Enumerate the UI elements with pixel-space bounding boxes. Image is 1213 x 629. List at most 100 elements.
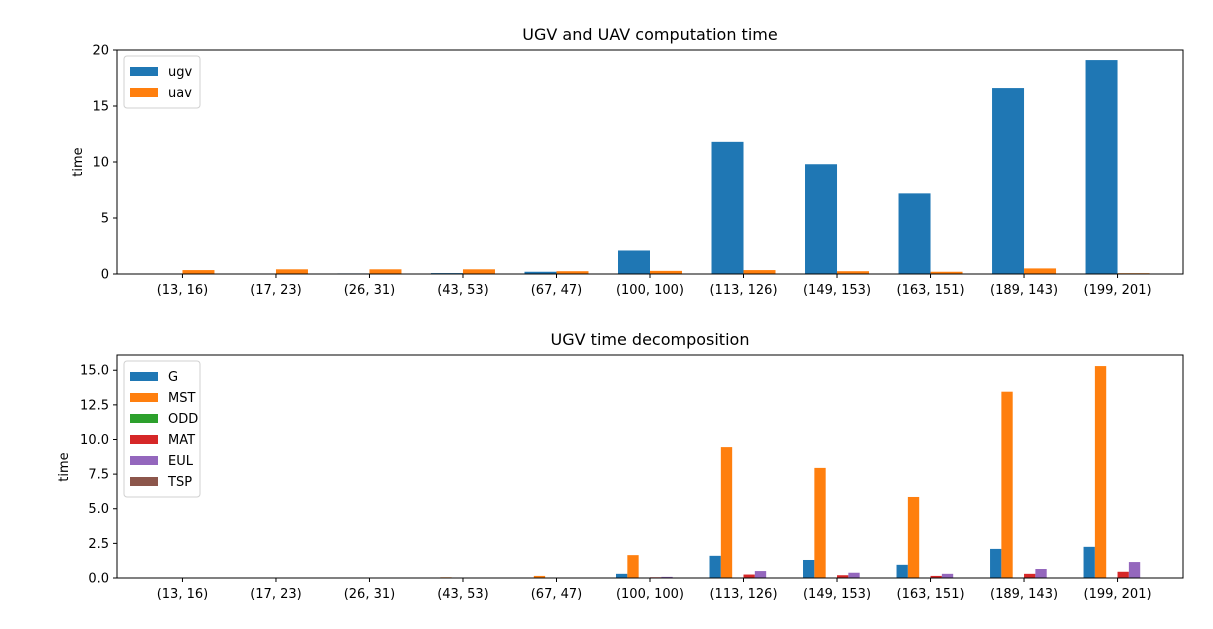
x-tick-label: (149, 153) [803, 283, 871, 298]
legend-label-odd: ODD [168, 412, 198, 427]
bar-mst-9 [1001, 391, 1013, 578]
legend-swatch-uav [130, 88, 158, 97]
legend-label-ugv: ugv [168, 65, 192, 80]
bar-mst-6 [720, 447, 733, 578]
bar-g-8 [896, 564, 908, 578]
chart-1-bars [150, 60, 1150, 274]
chart-ugv-uav: UGV and UAV computation time time 0 5 10 15… [71, 25, 1184, 298]
x-tick-label: (199, 201) [1084, 587, 1152, 602]
x-tick-label: (26, 31) [344, 283, 396, 298]
y-tick-label: 20 [92, 44, 109, 59]
legend-label-eul: EUL [168, 454, 194, 469]
x-tick-label: (26, 31) [344, 587, 396, 602]
x-tick-label: (13, 16) [157, 283, 209, 298]
x-tick-label: (17, 23) [250, 587, 302, 602]
legend-label-mat: MAT [168, 433, 195, 448]
chart-2-ylabel: time [57, 452, 72, 481]
bar-mat-10 [1117, 571, 1129, 578]
bar-ugv-7 [805, 164, 838, 274]
y-tick-label: 5.0 [88, 502, 109, 517]
x-tick-label: (67, 47) [531, 587, 583, 602]
bar-uav-1 [275, 269, 308, 274]
x-tick-label: (199, 201) [1084, 283, 1152, 298]
bar-ugv-9 [992, 88, 1025, 274]
y-tick-label: 15 [92, 100, 109, 115]
bar-ugv-6 [711, 141, 744, 274]
y-tick-label: 7.5 [88, 468, 109, 483]
legend-label-uav: uav [168, 86, 192, 101]
x-tick-label: (13, 16) [157, 587, 209, 602]
y-tick-label: 12.5 [80, 398, 109, 413]
x-tick-label: (113, 126) [709, 283, 777, 298]
bar-mst-10 [1094, 366, 1107, 578]
bar-eul-7 [848, 572, 860, 578]
x-tick-label: (17, 23) [250, 283, 302, 298]
chart-1-title: UGV and UAV computation time [522, 25, 777, 44]
chart-2-axes-frame [116, 354, 1184, 579]
legend-label-mst: MST [168, 391, 195, 406]
bar-mat-7 [837, 575, 849, 578]
bar-eul-10 [1128, 562, 1141, 578]
legend-swatch-ugv [130, 67, 158, 76]
legend-swatch-odd [130, 414, 158, 423]
y-tick-label: 10.0 [80, 433, 109, 448]
y-tick-label: 10 [92, 156, 109, 171]
x-tick-label: (43, 53) [437, 283, 489, 298]
chart-2-y-ticks: 0.0 2.5 5.0 7.5 10.0 12.5 15.0 [80, 364, 117, 587]
y-tick-label: 2.5 [88, 537, 109, 552]
bar-ugv-4 [524, 271, 557, 274]
bar-eul-9 [1035, 569, 1047, 578]
chart-2-bars [253, 366, 1152, 578]
chart-2-legend: G MST ODD MAT EUL TSP [123, 360, 201, 498]
bar-ugv-5 [618, 250, 650, 274]
bar-uav-8 [930, 271, 963, 274]
x-tick-label: (100, 100) [616, 283, 684, 298]
chart-1-legend: ugv uav [123, 55, 201, 109]
bar-uav-3 [462, 269, 495, 274]
legend-swatch-eul [130, 456, 158, 465]
legend-label-tsp: TSP [167, 475, 192, 490]
x-tick-label: (113, 126) [709, 587, 777, 602]
bar-mat-6 [743, 574, 755, 578]
bar-eul-6 [754, 571, 767, 578]
y-tick-label: 0 [101, 268, 109, 283]
chart-ugv-decomposition: UGV time decomposition time 0.0 2.5 5.0 7.5… [57, 330, 1184, 602]
bar-mst-7 [814, 467, 826, 578]
bar-eul-5 [661, 576, 673, 578]
x-tick-label: (43, 53) [437, 587, 489, 602]
x-tick-label: (67, 47) [531, 283, 583, 298]
x-tick-label: (149, 153) [803, 587, 871, 602]
chart-1-y-ticks: 0 5 10 15 20 [92, 44, 117, 283]
legend-label-g: G [168, 370, 178, 385]
bar-g-10 [1083, 546, 1095, 578]
bar-uav-6 [743, 270, 776, 274]
x-tick-label: (163, 151) [897, 283, 965, 298]
bar-g-7 [803, 559, 815, 578]
bar-uav-0 [182, 270, 215, 274]
chart-2-title: UGV time decomposition [551, 330, 750, 349]
legend-swatch-mst [130, 393, 158, 402]
chart-1-axes-frame [116, 49, 1184, 275]
x-tick-label: (189, 143) [990, 587, 1058, 602]
x-tick-label: (163, 151) [897, 587, 965, 602]
bar-g-9 [990, 548, 1002, 578]
y-tick-label: 5 [101, 212, 109, 227]
bar-uav-7 [837, 271, 870, 274]
bar-eul-8 [941, 573, 954, 578]
y-tick-label: 0.0 [88, 572, 109, 587]
bar-mst-8 [907, 496, 920, 578]
bar-mst-4 [533, 575, 546, 578]
chart-1-ylabel: time [71, 147, 86, 176]
bar-uav-9 [1024, 268, 1057, 274]
legend-swatch-g [130, 372, 158, 381]
bar-ugv-10 [1085, 60, 1118, 274]
legend-swatch-mat [130, 435, 158, 444]
x-tick-label: (189, 143) [990, 283, 1058, 298]
chart-2-x-ticks: (13, 16) (17, 23) (26, 31) (43, 53) (67, 47)… [157, 578, 1152, 602]
bar-ugv-8 [898, 193, 931, 274]
x-tick-label: (100, 100) [616, 587, 684, 602]
bar-g-5 [616, 573, 628, 578]
bar-uav-5 [650, 270, 682, 274]
bar-uav-4 [556, 271, 589, 274]
